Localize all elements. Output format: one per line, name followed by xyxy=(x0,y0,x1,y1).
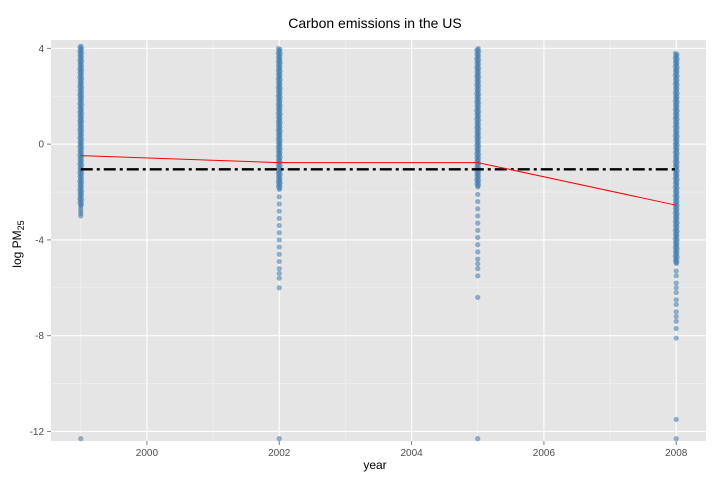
y-axis-title-subscript: 25 xyxy=(16,220,26,230)
data-point xyxy=(276,285,282,291)
data-point xyxy=(475,256,481,262)
y-tick-label: 4 xyxy=(38,44,44,55)
data-point xyxy=(475,266,481,272)
data-point xyxy=(276,270,282,277)
x-axis-title: year xyxy=(363,458,386,472)
y-tick-label: -12 xyxy=(30,427,45,438)
data-point xyxy=(475,249,481,255)
y-tick-label: -4 xyxy=(35,235,44,246)
data-point xyxy=(673,416,679,423)
data-point xyxy=(673,309,679,315)
data-point xyxy=(475,213,481,219)
plot-panel xyxy=(51,40,706,442)
x-axis-ticks: 2000 2002 2004 2006 2008 xyxy=(136,441,688,459)
plot-background xyxy=(51,40,706,441)
data-point xyxy=(276,244,282,250)
data-point xyxy=(276,194,282,200)
data-point xyxy=(673,325,679,332)
data-point xyxy=(276,275,282,281)
data-point xyxy=(275,45,281,51)
y-axis-ticks: 4 0 -4 -8 -12 xyxy=(30,44,51,438)
data-point xyxy=(475,227,481,233)
data-point xyxy=(276,237,282,243)
data-point xyxy=(673,273,679,279)
data-point xyxy=(673,301,679,308)
data-point xyxy=(475,273,481,279)
x-tick-label: 2008 xyxy=(665,448,688,459)
data-point xyxy=(673,318,679,324)
data-point xyxy=(276,258,282,265)
x-tick-label: 2004 xyxy=(400,448,423,459)
data-point xyxy=(673,268,679,274)
data-point xyxy=(673,313,679,320)
data-point xyxy=(475,206,481,212)
data-point xyxy=(475,436,481,442)
data-point xyxy=(276,251,282,257)
data-point xyxy=(276,201,282,207)
data-point xyxy=(276,230,282,236)
data-point xyxy=(475,242,481,248)
minor-gridlines xyxy=(51,40,706,441)
data-points xyxy=(77,43,680,442)
data-point xyxy=(475,261,481,267)
data-point xyxy=(475,294,481,300)
data-point xyxy=(276,436,282,442)
data-point xyxy=(673,289,679,296)
data-point xyxy=(475,191,481,198)
data-point xyxy=(475,198,481,205)
x-tick-label: 2000 xyxy=(136,448,159,459)
data-point xyxy=(78,43,84,49)
y-tick-label: -8 xyxy=(35,331,44,342)
data-point xyxy=(475,45,481,51)
data-point xyxy=(673,436,679,442)
data-point xyxy=(475,220,481,226)
data-point xyxy=(276,215,282,221)
y-tick-label: 0 xyxy=(38,140,44,151)
y-axis-title: log PM25 xyxy=(10,220,26,267)
x-tick-label: 2002 xyxy=(268,448,291,459)
y-axis-title-main: log PM xyxy=(10,230,24,267)
data-point xyxy=(672,50,678,56)
data-point xyxy=(475,234,481,241)
data-point xyxy=(276,222,282,229)
data-point xyxy=(78,213,84,219)
x-tick-label: 2006 xyxy=(533,448,556,459)
mean-line xyxy=(80,155,677,206)
data-point xyxy=(673,335,679,341)
chart-title: Carbon emissions in the US xyxy=(288,15,462,31)
data-point xyxy=(673,285,679,291)
data-point xyxy=(673,280,679,286)
data-point xyxy=(276,208,282,214)
data-point xyxy=(673,297,679,303)
data-point xyxy=(276,266,282,272)
mean-line-group xyxy=(80,155,677,206)
data-point xyxy=(78,436,84,442)
